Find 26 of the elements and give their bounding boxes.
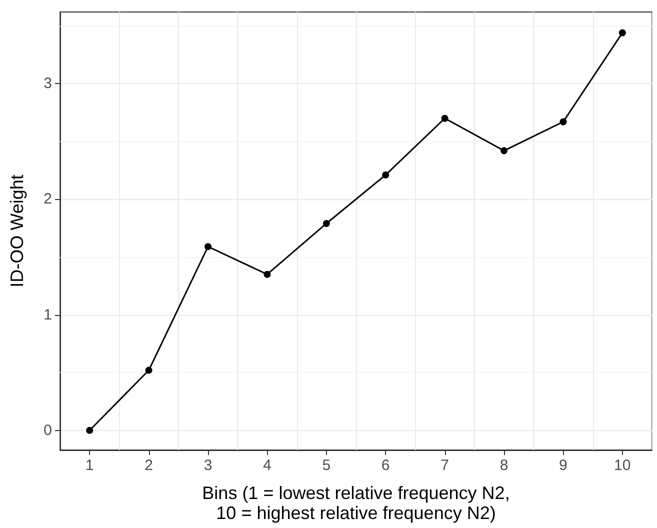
y-tick-label: 2: [44, 190, 52, 208]
point: [264, 270, 271, 278]
x-tick-label: 2: [144, 457, 153, 474]
y-axis-title: ID-OO Weight: [7, 174, 27, 288]
point: [204, 243, 212, 250]
y-tick-label: 3: [44, 75, 52, 92]
point: [441, 114, 448, 122]
x-tick-label: 3: [204, 457, 212, 474]
point: [560, 118, 567, 126]
point: [86, 426, 94, 434]
point: [145, 366, 152, 374]
y-tick-label: 0: [44, 422, 52, 439]
y-tick-label: 1: [44, 306, 52, 324]
point: [500, 147, 508, 154]
point: [382, 171, 390, 178]
point: [322, 220, 330, 227]
point: [618, 29, 626, 36]
x-tick-label: 4: [263, 457, 272, 474]
x-axis-title: Bins (1 = lowest relative frequency N2, 10 = highest relative frequency N2): [202, 483, 510, 523]
x-tick-label: 1: [85, 457, 94, 474]
x-tick-label: 7: [440, 457, 449, 474]
x-tick-label: 9: [559, 457, 568, 474]
x-tick-label: 8: [500, 457, 508, 474]
x-tick-label: 6: [381, 457, 390, 474]
x-tick-label: 5: [322, 457, 331, 474]
x-tick-label: 10: [614, 457, 631, 474]
